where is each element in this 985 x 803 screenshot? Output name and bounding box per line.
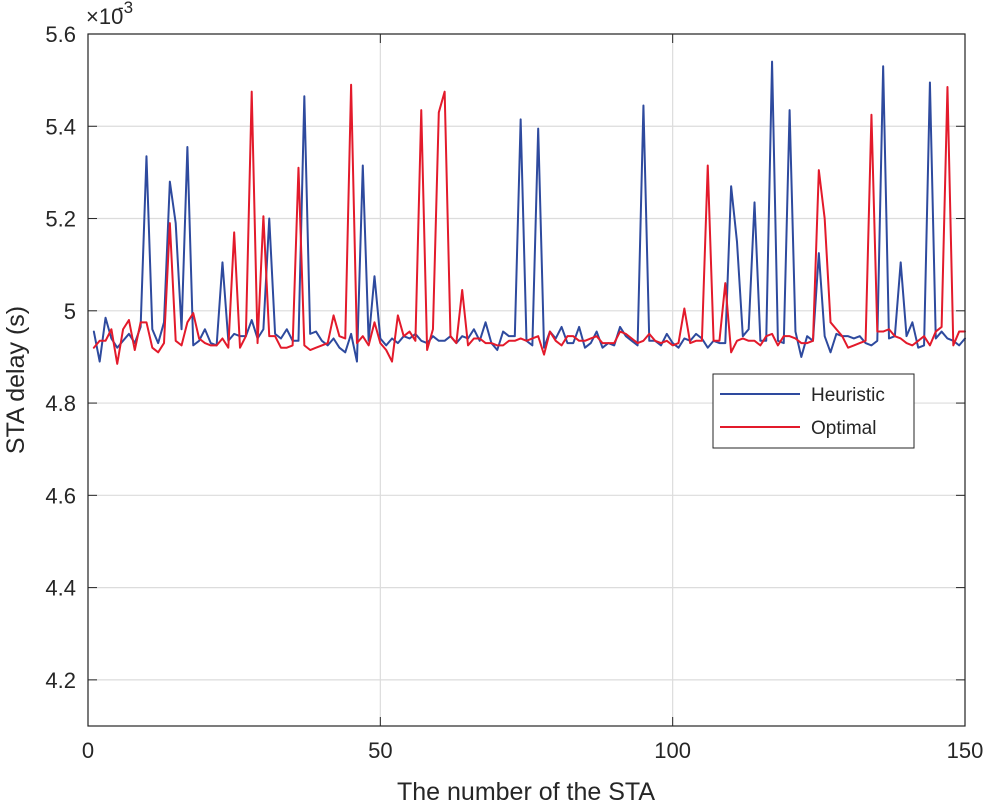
- y-tick-label: 4.2: [45, 668, 76, 693]
- series-line-optimal: [92, 83, 966, 365]
- y-exponent-label: ×10 -3: [86, 0, 133, 29]
- series-lines: [92, 60, 966, 365]
- axis-ticks: 0 50 100 150 4.2 4.4 4.6 4.8 5 5.2 5.4 5.6: [45, 22, 983, 763]
- x-tick-label: 150: [947, 738, 984, 763]
- x-tick-label: 50: [368, 738, 392, 763]
- y-exponent-power: -3: [118, 0, 133, 17]
- plot-frame: [87, 33, 966, 727]
- y-tick-label: 5.6: [45, 22, 76, 47]
- y-tick-label: 5.2: [45, 207, 76, 232]
- x-tick-label: 0: [82, 738, 94, 763]
- legend-label-optimal: Optimal: [811, 418, 876, 439]
- x-axis-label: The number of the STA: [397, 778, 655, 803]
- legend-label-heuristic: Heuristic: [811, 385, 885, 406]
- y-tick-label: 4.8: [45, 391, 76, 416]
- y-exponent-base: ×10: [86, 4, 123, 29]
- y-axis-label: STA delay (s): [2, 306, 30, 454]
- legend-box: [712, 373, 915, 449]
- x-tick-label: 100: [654, 738, 691, 763]
- y-tick-label: 5: [64, 299, 76, 324]
- y-tick-label: 4.4: [45, 576, 76, 601]
- y-tick-label: 5.4: [45, 114, 76, 139]
- legend: Heuristic Optimal: [712, 373, 915, 449]
- y-tick-label: 4.6: [45, 483, 76, 508]
